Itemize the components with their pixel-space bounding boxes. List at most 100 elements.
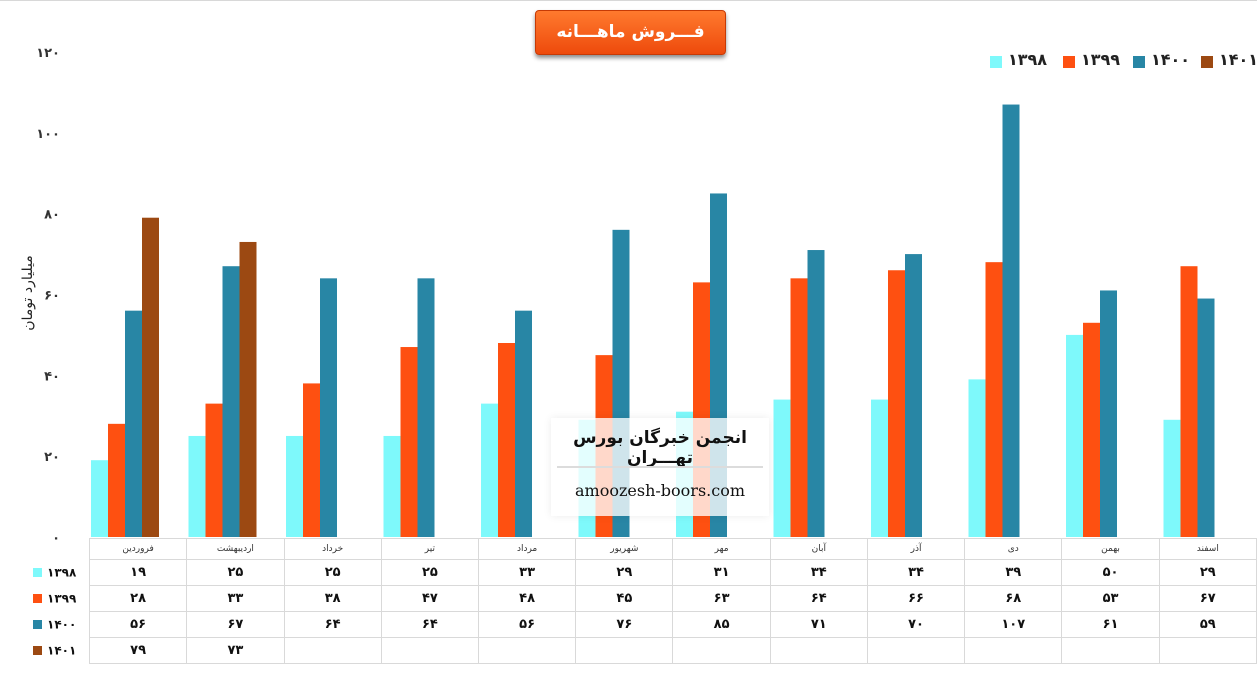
- bar-۱۳۹۸-مرداد: [481, 403, 498, 537]
- table-row-header: ۱۴۰۰: [25, 611, 90, 638]
- bar-۱۳۹۸-آبان: [773, 399, 791, 537]
- table-cell: ۳۴: [769, 559, 868, 586]
- table-cell: [477, 637, 577, 664]
- table-cell: ۵۶: [477, 611, 577, 638]
- legend-label: ۱۴۰۰: [1151, 50, 1191, 69]
- bar-۱۳۹۹-بهمن: [1083, 322, 1100, 537]
- bar-۱۳۹۹-مرداد: [498, 343, 515, 537]
- bar-۱۳۹۸-فروردین: [91, 460, 108, 537]
- table-cell: ۵۳: [1061, 585, 1160, 612]
- bar-۱۴۰۰-بهمن: [1100, 290, 1117, 537]
- table-cell: [283, 637, 382, 664]
- table-cell: ۳۹: [964, 559, 1063, 586]
- legend-label: ۱۳۹۸: [1008, 50, 1048, 69]
- watermark-divider: [557, 466, 763, 468]
- table-cell: ۱۹: [88, 559, 188, 586]
- legend-swatch: [990, 56, 1002, 68]
- bar-۱۳۹۸-اسفند: [1163, 419, 1181, 537]
- y-tick-label: ۲۰: [44, 450, 60, 465]
- table-series-label: ۱۳۹۹: [47, 591, 77, 606]
- table-series-swatch: [33, 594, 42, 603]
- table-cell: ۶۸: [964, 585, 1063, 612]
- bar-۱۳۹۸-دی: [968, 379, 986, 537]
- table-row: ۱۴۰۱ ۷۹ ۷۳: [25, 637, 1257, 664]
- table-cell: ۲۸: [88, 585, 188, 612]
- table-cell: [380, 637, 479, 664]
- table-month-header: بهمن: [1061, 538, 1160, 560]
- bar-۱۴۰۱-اردیبهشت: [239, 241, 257, 538]
- y-tick-label: ۰: [52, 531, 60, 540]
- bar-۱۴۰۱-فروردین: [142, 217, 159, 538]
- table-series-swatch: [33, 620, 42, 629]
- table-cell: ۴۵: [575, 585, 674, 612]
- bar-۱۴۰۰-مرداد: [515, 310, 532, 537]
- table-cell: ۷۰: [866, 611, 966, 638]
- watermark-url: amoozesh-boors.com: [574, 481, 745, 500]
- data-table: فروردین اردیبهشت خرداد تیر مرداد شهریور مهر آبا…: [25, 538, 1257, 664]
- table-cell: ۶۴: [380, 611, 479, 638]
- table-row-header: ۱۳۹۹: [25, 585, 90, 612]
- table-series-swatch: [33, 646, 42, 655]
- watermark-title: انجمن خبرگان بورس تهـــران: [573, 428, 747, 468]
- table-cell: [769, 637, 868, 664]
- legend-label: ۱۴۰۱: [1219, 50, 1257, 69]
- table-row: ۱۴۰۰ ۵۶ ۶۷ ۶۴ ۶۴ ۵۶ ۷۶ ۸۵ ۷۱ ۷۰ ۱۰۷ ۶۱ ۵۹: [25, 611, 1257, 638]
- table-cell: ۶۶: [866, 585, 966, 612]
- table-cell: ۷۶: [575, 611, 674, 638]
- table-series-swatch: [33, 568, 42, 577]
- table-cell: ۴۸: [477, 585, 577, 612]
- bar-۱۴۰۰-اردیبهشت: [222, 266, 240, 537]
- table-month-header: اسفند: [1158, 538, 1257, 560]
- bar-۱۳۹۸-اردیبهشت: [188, 435, 206, 537]
- bar-۱۳۹۸-خرداد: [286, 435, 303, 537]
- table-cell: ۵۰: [1061, 559, 1160, 586]
- table-cell: ۲۹: [1158, 559, 1257, 586]
- table-cell: ۲۵: [283, 559, 382, 586]
- table-cell: ۷۳: [186, 637, 285, 664]
- y-tick-label: ۴۰: [44, 369, 60, 384]
- table-month-header: تیر: [380, 538, 479, 560]
- table-row-header: ۱۳۹۸: [25, 559, 90, 586]
- table-cell: ۳۳: [477, 559, 577, 586]
- table-cell: ۳۸: [283, 585, 382, 612]
- bar-۱۴۰۰-آبان: [807, 250, 825, 537]
- table-cell: ۲۵: [380, 559, 479, 586]
- table-month-header: مهر: [672, 538, 771, 560]
- table-cell: ۶۴: [283, 611, 382, 638]
- table-corner: [25, 539, 89, 560]
- table-month-header: دی: [964, 538, 1063, 560]
- table-cell: ۶۳: [672, 585, 771, 612]
- bar-۱۴۰۰-فروردین: [125, 310, 142, 537]
- bar-۱۳۹۹-خرداد: [303, 383, 320, 537]
- table-series-label: ۱۳۹۸: [47, 565, 77, 580]
- table-row-header: ۱۴۰۱: [25, 637, 90, 664]
- bar-۱۳۹۹-تیر: [400, 347, 418, 537]
- table-cell: ۶۷: [1158, 585, 1257, 612]
- table-series-label: ۱۴۰۰: [47, 617, 77, 632]
- table-cell: ۲۵: [186, 559, 285, 586]
- legend-label: ۱۳۹۹: [1081, 50, 1121, 69]
- bar-۱۳۹۸-بهمن: [1066, 334, 1083, 537]
- table-row: ۱۳۹۹ ۲۸ ۳۳ ۳۸ ۴۷ ۴۸ ۴۵ ۶۳ ۶۴ ۶۶ ۶۸ ۵۳ ۶۷: [25, 585, 1257, 612]
- bar-۱۳۹۹-فروردین: [108, 423, 125, 537]
- table-month-header: شهریور: [575, 538, 674, 560]
- y-tick-label: ۶۰: [44, 289, 60, 304]
- table-row: ۱۳۹۸ ۱۹ ۲۵ ۲۵ ۲۵ ۳۳ ۲۹ ۳۱ ۳۴ ۳۴ ۳۹ ۵۰ ۲۹: [25, 559, 1257, 586]
- bar-۱۴۰۰-خرداد: [320, 278, 337, 537]
- bar-۱۳۹۹-اسفند: [1180, 266, 1198, 537]
- legend-swatch: [1133, 56, 1145, 68]
- y-tick-label: ۱۰۰: [36, 127, 60, 142]
- bar-۱۳۹۹-آذر: [888, 270, 905, 537]
- table-cell: ۷۱: [769, 611, 868, 638]
- watermark: انجمن خبرگان بورس تهـــران amoozesh-boor…: [551, 418, 769, 516]
- table-month-header: خرداد: [283, 538, 382, 560]
- bar-۱۳۹۹-آبان: [790, 278, 808, 537]
- table-month-header: آبان: [769, 538, 868, 560]
- table-cell: ۶۱: [1061, 611, 1160, 638]
- table-cell: ۵۶: [88, 611, 188, 638]
- bar-۱۴۰۰-دی: [1002, 104, 1020, 538]
- table-cell: ۸۵: [672, 611, 771, 638]
- bar-۱۳۹۸-تیر: [383, 435, 401, 537]
- table-month-header: فروردین: [88, 538, 188, 560]
- legend-swatch: [1063, 56, 1075, 68]
